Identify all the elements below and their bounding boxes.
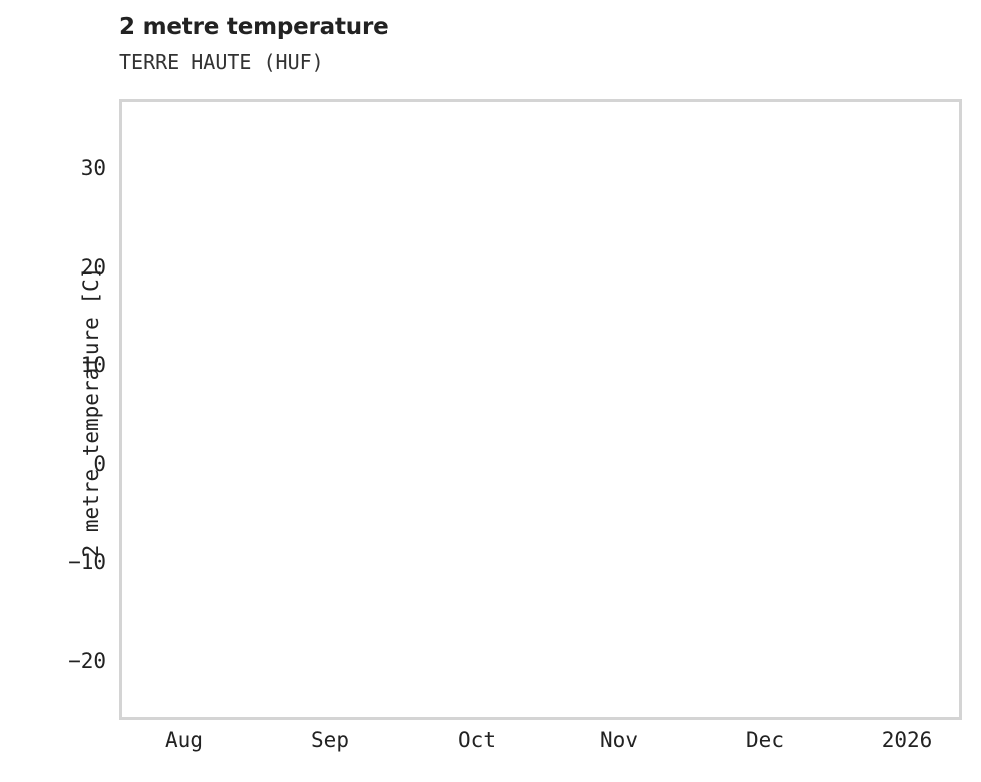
x-tick-label: Aug — [165, 728, 203, 752]
y-axis-tick-labels: 30 20 10 0 −10 −20 — [0, 99, 106, 720]
y-tick-label: 0 — [93, 451, 106, 476]
y-tick-label: −10 — [68, 550, 106, 575]
x-tick-label: Oct — [458, 728, 496, 752]
y-tick-label: 20 — [80, 254, 106, 279]
x-tick-label: Sep — [311, 728, 349, 752]
x-tick-label: Dec — [746, 728, 784, 752]
y-tick-label: −20 — [68, 648, 106, 673]
y-tick-label: 30 — [80, 156, 106, 180]
y-tick-label: 10 — [80, 353, 106, 378]
x-tick-label: Nov — [600, 728, 638, 752]
plot-area — [119, 99, 962, 720]
chart-title: 2 metre temperature — [119, 14, 389, 40]
x-tick-label: 2026 — [881, 728, 933, 752]
chart-subtitle: TERRE HAUTE (HUF) — [119, 50, 324, 74]
plot-frame — [119, 99, 962, 720]
x-axis-tick-labels: Aug Sep Oct Nov Dec 2026 — [119, 728, 962, 768]
